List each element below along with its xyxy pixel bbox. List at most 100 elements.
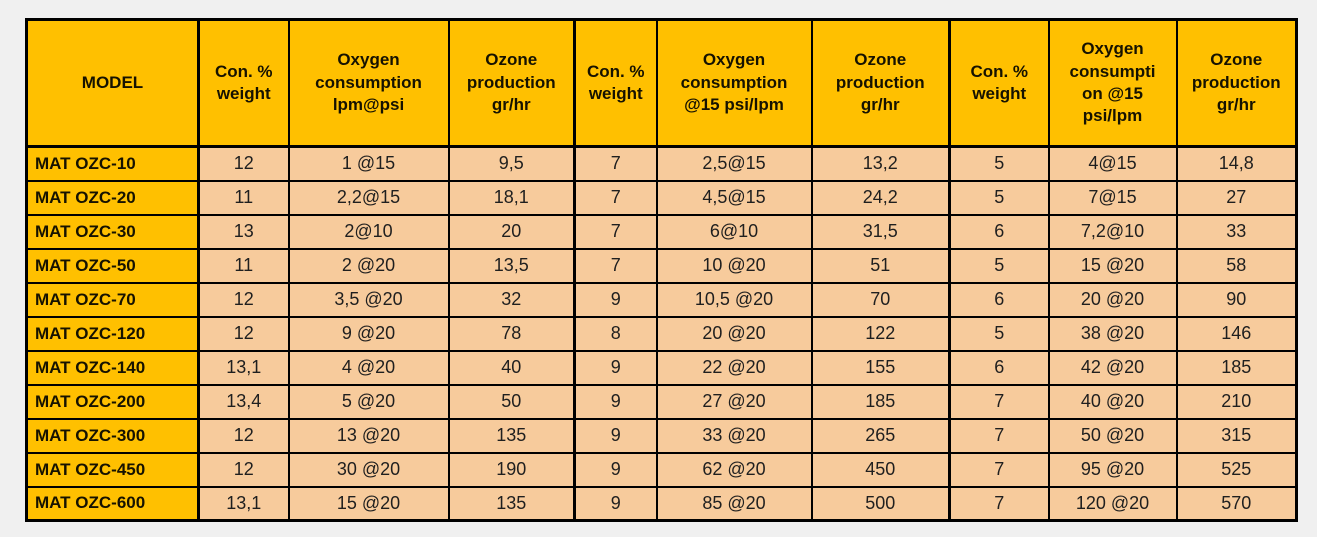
table-row: MAT OZC-50 11 2 @20 13,5 7 10 @20 51 5 15 @20 58 [25,247,1298,284]
data-cell: 265 [810,417,951,454]
data-cell: 4@15 [1047,145,1178,182]
data-cell: 7 [948,417,1050,454]
table-row: MAT OZC-600 13,1 15 @20 135 9 85 @20 500 7 120 @… [25,485,1298,522]
table-row: MAT OZC-30 13 2@10 20 7 6@10 31,5 6 7,2@10 33 [25,213,1298,250]
data-cell: 40 @20 [1047,383,1178,420]
data-cell: 185 [810,383,951,420]
header-cell-ozone-production-1: Ozone production gr/hr [447,18,576,148]
data-cell: 38 @20 [1047,315,1178,352]
data-cell: 5 [948,247,1050,284]
data-cell: 51 [810,247,951,284]
data-cell: 6 [948,213,1050,250]
spec-table-container: MODEL Con. % weight Oxygen consumption l… [25,18,1298,522]
data-cell: 185 [1175,349,1298,386]
header-cell-ozone-production-3: Ozone production gr/hr [1175,18,1298,148]
data-cell: 20 @20 [655,315,813,352]
table-row: MAT OZC-70 12 3,5 @20 32 9 10,5 @20 70 6 20 @20 9… [25,281,1298,318]
data-cell: 13 [197,213,290,250]
data-cell: 13,1 [197,485,290,522]
data-cell: 10 @20 [655,247,813,284]
data-cell: 135 [447,485,576,522]
header-cell-oxygen-consumption-2: Oxygen consumption @15 psi/lpm [655,18,813,148]
data-cell: 9 @20 [287,315,450,352]
data-cell: 2@10 [287,213,450,250]
data-cell: 13 @20 [287,417,450,454]
data-cell: 2,5@15 [655,145,813,182]
data-cell: 2,2@15 [287,179,450,216]
data-cell: 11 [197,179,290,216]
header-row: MODEL Con. % weight Oxygen consumption l… [25,18,1298,148]
spec-table: MODEL Con. % weight Oxygen consumption l… [25,18,1298,522]
data-cell: 7 [573,247,658,284]
data-cell: 50 @20 [1047,417,1178,454]
data-cell: 5 @20 [287,383,450,420]
header-cell-con-weight-2: Con. % weight [573,18,658,148]
data-cell: 5 [948,179,1050,216]
table-row: MAT OZC-140 13,1 4 @20 40 9 22 @20 155 6 42 @20 1… [25,349,1298,386]
data-cell: 7 [948,451,1050,488]
model-cell: MAT OZC-200 [25,383,200,420]
data-cell: 11 [197,247,290,284]
table-row: MAT OZC-20 11 2,2@15 18,1 7 4,5@15 24,2 5 7@15 27 [25,179,1298,216]
header-cell-con-weight-3: Con. % weight [948,18,1050,148]
data-cell: 210 [1175,383,1298,420]
data-cell: 7 [573,179,658,216]
table-row: MAT OZC-10 12 1 @15 9,5 7 2,5@15 13,2 5 4@15 14,8 [25,145,1298,182]
model-cell: MAT OZC-450 [25,451,200,488]
data-cell: 2 @20 [287,247,450,284]
data-cell: 525 [1175,451,1298,488]
data-cell: 13,4 [197,383,290,420]
data-cell: 9 [573,417,658,454]
data-cell: 12 [197,145,290,182]
data-cell: 12 [197,315,290,352]
model-cell: MAT OZC-50 [25,247,200,284]
data-cell: 500 [810,485,951,522]
data-cell: 7 [948,485,1050,522]
data-cell: 7,2@10 [1047,213,1178,250]
data-cell: 9,5 [447,145,576,182]
data-cell: 85 @20 [655,485,813,522]
data-cell: 6@10 [655,213,813,250]
table-row: MAT OZC-200 13,4 5 @20 50 9 27 @20 185 7 40 @20 2… [25,383,1298,420]
header-cell-con-weight-1: Con. % weight [197,18,290,148]
data-cell: 15 @20 [1047,247,1178,284]
data-cell: 8 [573,315,658,352]
data-cell: 7 [948,383,1050,420]
data-cell: 20 [447,213,576,250]
data-cell: 7@15 [1047,179,1178,216]
data-cell: 95 @20 [1047,451,1178,488]
model-cell: MAT OZC-120 [25,315,200,352]
model-cell: MAT OZC-10 [25,145,200,182]
data-cell: 33 [1175,213,1298,250]
data-cell: 12 [197,281,290,318]
model-cell: MAT OZC-70 [25,281,200,318]
data-cell: 5 [948,145,1050,182]
data-cell: 122 [810,315,951,352]
data-cell: 12 [197,417,290,454]
data-cell: 32 [447,281,576,318]
table-row: MAT OZC-120 12 9 @20 78 8 20 @20 122 5 38 @20 146 [25,315,1298,352]
data-cell: 6 [948,349,1050,386]
data-cell: 9 [573,383,658,420]
data-cell: 13,1 [197,349,290,386]
data-cell: 58 [1175,247,1298,284]
data-cell: 27 @20 [655,383,813,420]
model-cell: MAT OZC-30 [25,213,200,250]
data-cell: 33 @20 [655,417,813,454]
data-cell: 155 [810,349,951,386]
data-cell: 135 [447,417,576,454]
data-cell: 190 [447,451,576,488]
data-cell: 78 [447,315,576,352]
data-cell: 570 [1175,485,1298,522]
data-cell: 10,5 @20 [655,281,813,318]
data-cell: 120 @20 [1047,485,1178,522]
header-cell-oxygen-consumption-3: Oxygen consumpti on @15 psi/lpm [1047,18,1178,148]
data-cell: 9 [573,281,658,318]
data-cell: 15 @20 [287,485,450,522]
data-cell: 4 @20 [287,349,450,386]
data-cell: 9 [573,485,658,522]
data-cell: 14,8 [1175,145,1298,182]
data-cell: 27 [1175,179,1298,216]
header-cell-oxygen-consumption-1: Oxygen consumption lpm@psi [287,18,450,148]
model-cell: MAT OZC-600 [25,485,200,522]
